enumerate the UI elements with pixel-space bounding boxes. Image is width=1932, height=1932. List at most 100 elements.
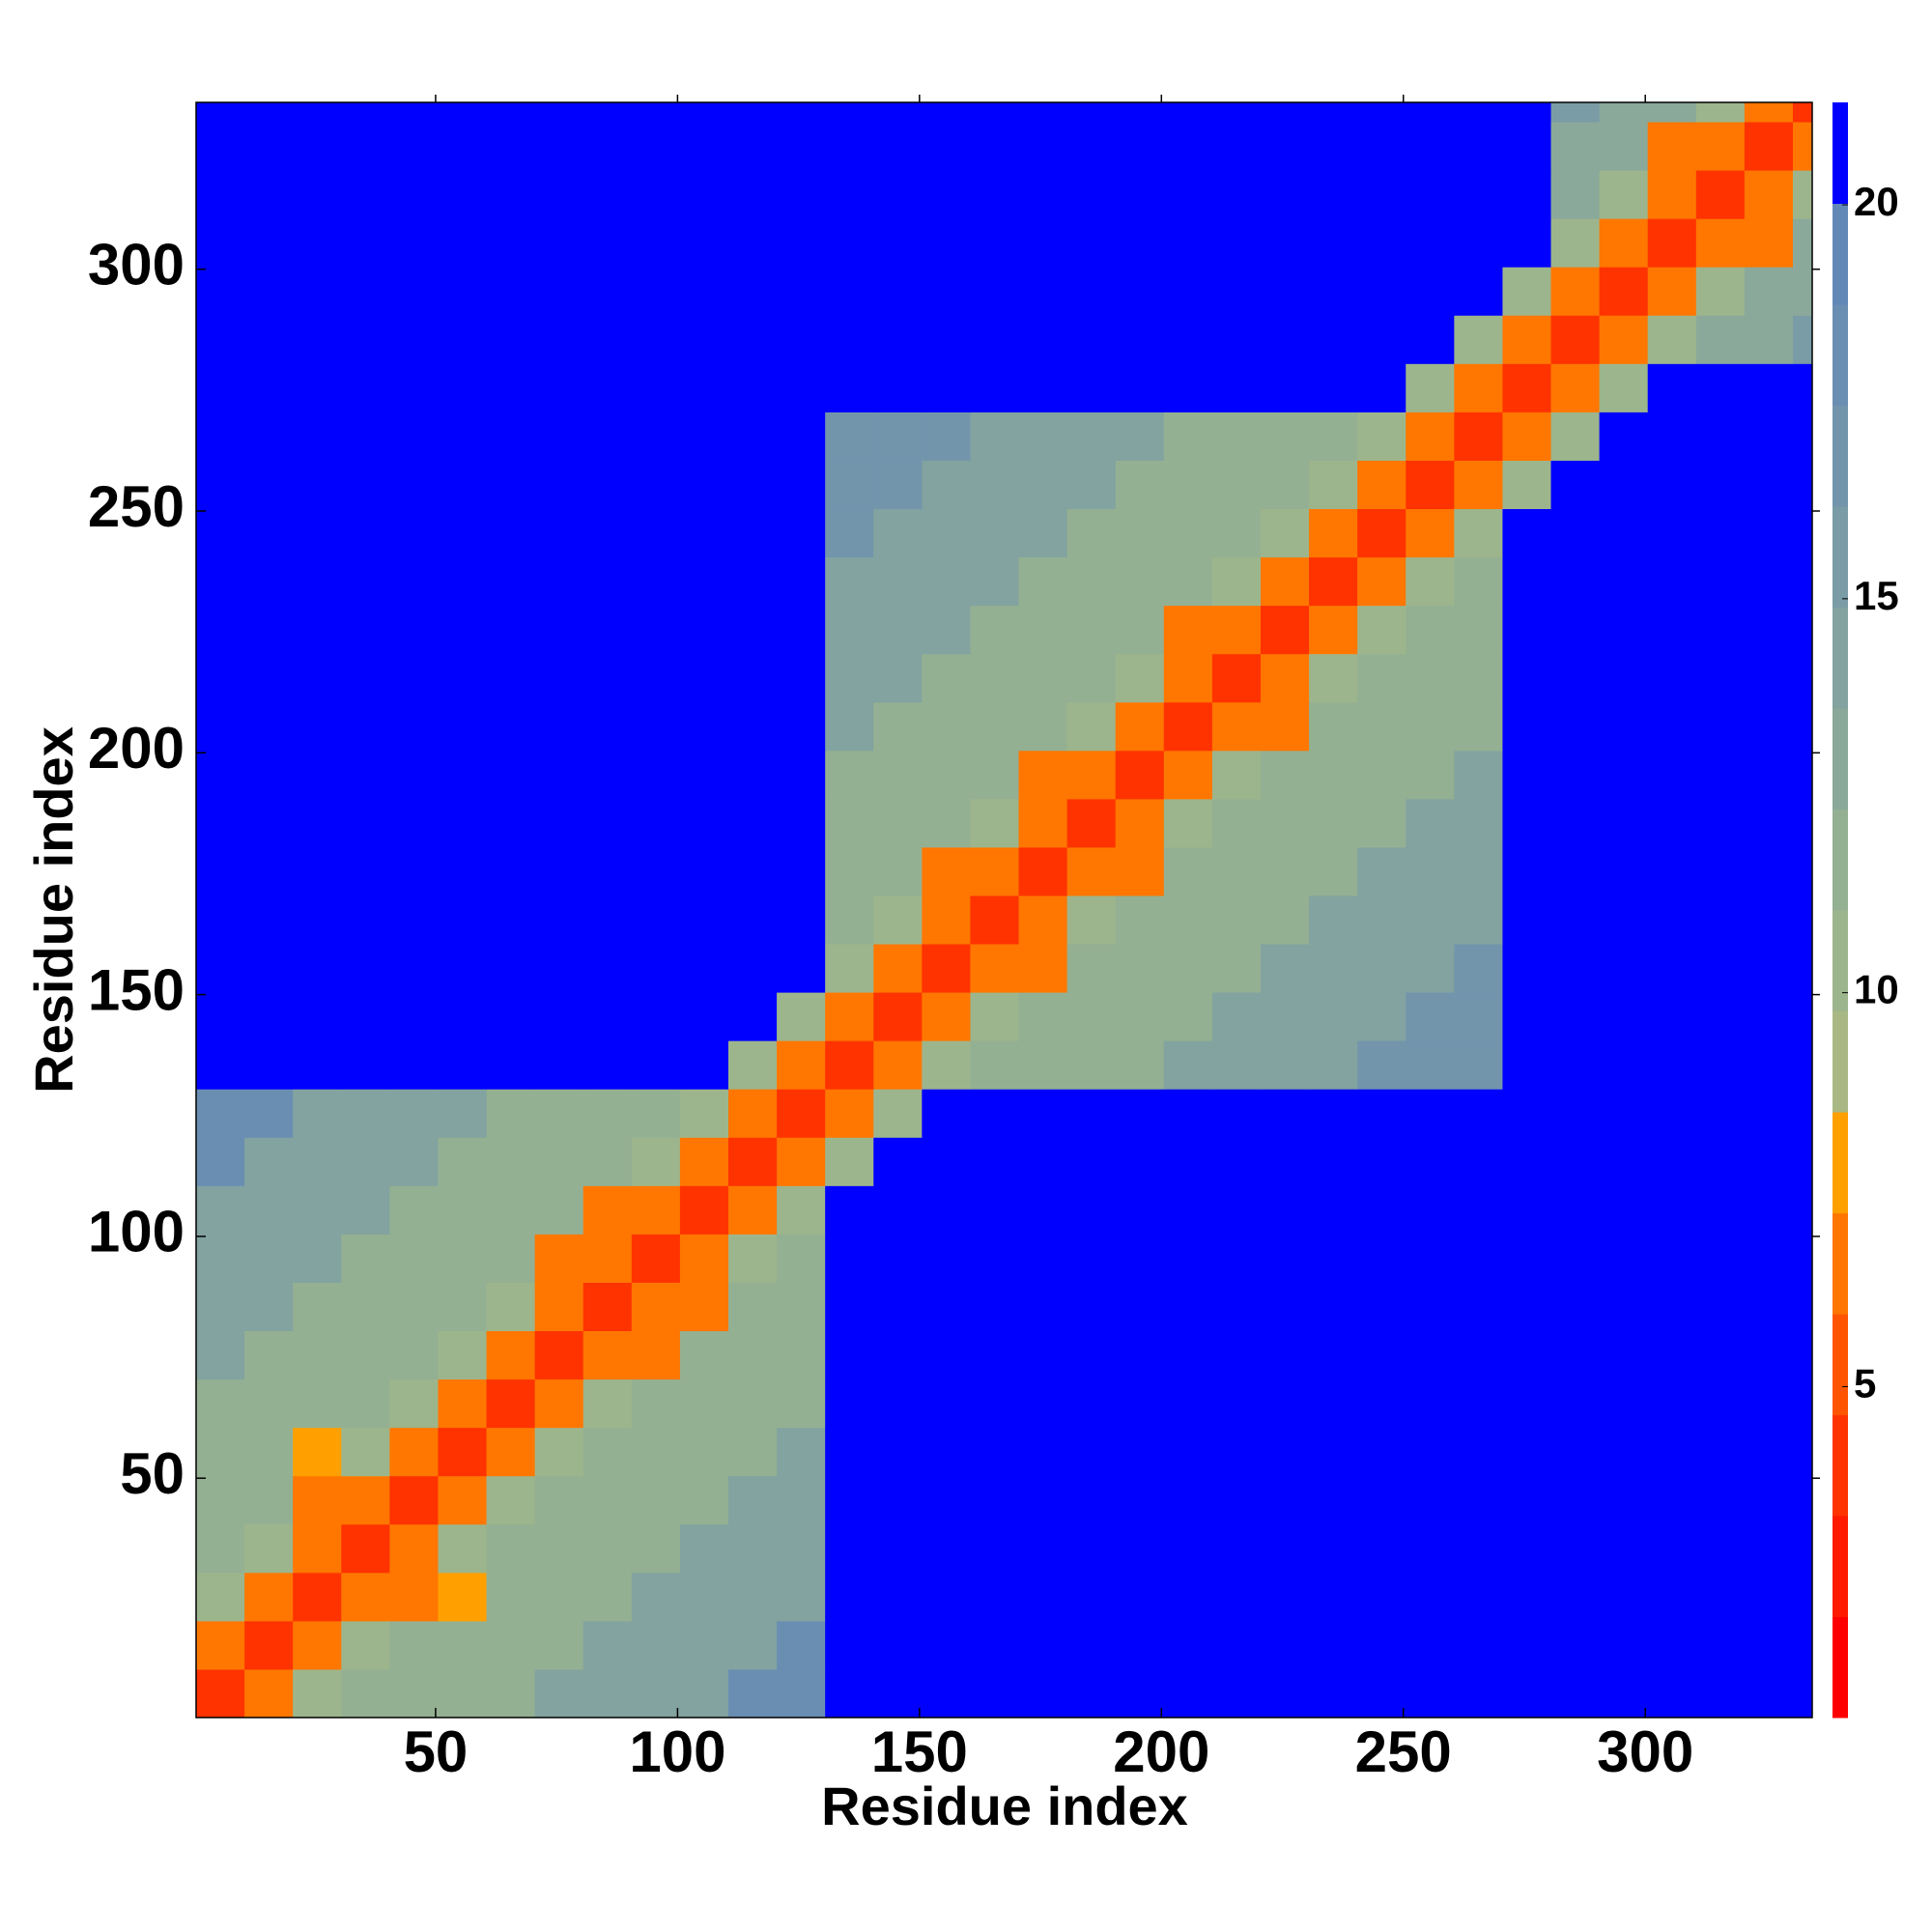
heatmap-cell — [244, 1523, 294, 1574]
heatmap-cell — [1066, 605, 1117, 655]
heatmap-cell — [1309, 102, 1358, 123]
heatmap-cell — [582, 363, 633, 412]
heatmap-cell — [244, 1668, 294, 1719]
heatmap-cell — [244, 1137, 294, 1186]
heatmap-cell — [341, 218, 390, 268]
heatmap-cell — [679, 1089, 729, 1138]
heatmap-cell — [486, 1378, 536, 1429]
heatmap-cell — [1695, 556, 1746, 607]
heatmap-cell — [922, 508, 971, 558]
heatmap-cell — [438, 1234, 488, 1283]
heatmap-cell — [293, 218, 342, 268]
heatmap-cell — [873, 605, 923, 655]
heatmap-cell — [1744, 218, 1794, 268]
heatmap-cell — [825, 363, 874, 412]
heatmap-cell — [1454, 1089, 1503, 1138]
heatmap-cell — [1260, 363, 1310, 412]
heatmap-cell — [1647, 1620, 1697, 1670]
heatmap-cell — [1211, 701, 1262, 752]
heatmap-cell — [293, 556, 342, 607]
colorbar-band — [1833, 1516, 1848, 1617]
heatmap-cell — [1163, 1040, 1213, 1090]
heatmap-cell — [1695, 1330, 1746, 1380]
heatmap-cell — [1115, 944, 1165, 993]
heatmap-cell — [777, 750, 826, 800]
heatmap-cell — [1211, 102, 1262, 123]
heatmap-cell — [486, 1523, 536, 1574]
heatmap-cell — [1502, 122, 1552, 171]
heatmap-cell — [293, 1040, 342, 1090]
heatmap-cell — [777, 1427, 826, 1477]
heatmap-cell — [293, 1330, 342, 1380]
heatmap-cell — [582, 1330, 633, 1380]
heatmap-cell — [1163, 460, 1213, 510]
heatmap-cell — [970, 1620, 1020, 1670]
heatmap-cell — [1406, 1572, 1455, 1622]
heatmap-cell — [196, 944, 245, 993]
heatmap-cell — [922, 122, 971, 171]
heatmap-cell — [970, 750, 1020, 800]
heatmap-cell — [244, 267, 294, 316]
heatmap-cell — [534, 267, 584, 316]
heatmap-cell — [873, 1378, 923, 1429]
heatmap-cell — [679, 412, 729, 461]
heatmap-cell — [196, 460, 245, 510]
y-axis-label: Residue index — [23, 726, 84, 1094]
heatmap-cell — [1018, 798, 1068, 848]
heatmap-cell — [244, 122, 294, 171]
heatmap-cell — [1792, 1234, 1813, 1283]
heatmap-cell — [873, 701, 923, 752]
heatmap-cell — [1695, 460, 1746, 510]
heatmap-cell — [727, 605, 778, 655]
heatmap-cell — [679, 315, 729, 364]
heatmap-cell — [825, 1475, 874, 1525]
y-tick-label: 50 — [120, 1441, 185, 1506]
heatmap-cell — [1406, 944, 1455, 993]
heatmap-cell — [1454, 1620, 1503, 1670]
heatmap-cell — [1163, 363, 1213, 412]
heatmap-cell — [1163, 1523, 1213, 1574]
heatmap-cell — [438, 1040, 488, 1090]
heatmap-cell — [970, 102, 1020, 123]
heatmap-cell — [341, 798, 390, 848]
heatmap-cell — [1211, 1040, 1262, 1090]
heatmap-cell — [1066, 1282, 1117, 1332]
heatmap-cell — [1744, 1040, 1794, 1090]
heatmap-cell — [922, 412, 971, 461]
heatmap-cell — [1260, 1282, 1310, 1332]
heatmap-cell — [631, 701, 681, 752]
heatmap-cell — [873, 1234, 923, 1283]
heatmap-cell — [727, 1330, 778, 1380]
heatmap-cell — [1211, 1475, 1262, 1525]
heatmap-cell — [1599, 363, 1649, 412]
heatmap-cell — [1260, 1572, 1310, 1622]
heatmap-cell — [534, 1234, 584, 1283]
heatmap-cell — [1163, 895, 1213, 945]
heatmap-cell — [486, 701, 536, 752]
heatmap-cell — [1163, 508, 1213, 558]
heatmap-cell — [438, 1427, 488, 1477]
heatmap-cell — [1115, 508, 1165, 558]
heatmap-cell — [1454, 653, 1503, 703]
heatmap-cell — [389, 1668, 439, 1719]
heatmap-cell — [1115, 701, 1165, 752]
heatmap-cell — [1260, 1185, 1310, 1235]
heatmap-cell — [1454, 412, 1503, 461]
heatmap-cell — [582, 895, 633, 945]
heatmap-cell — [1018, 895, 1068, 945]
heatmap-cell — [922, 460, 971, 510]
heatmap-cell — [1260, 1475, 1310, 1525]
heatmap-cell — [389, 218, 439, 268]
heatmap-cell — [1066, 1475, 1117, 1525]
heatmap-cell — [873, 1185, 923, 1235]
heatmap-cell — [1115, 605, 1165, 655]
heatmap-cell — [1502, 1040, 1552, 1090]
heatmap-cell — [873, 508, 923, 558]
heatmap-cell — [1744, 267, 1794, 316]
heatmap-cell — [1406, 1234, 1455, 1283]
heatmap-cell — [293, 605, 342, 655]
heatmap-cell — [582, 508, 633, 558]
heatmap-cell — [341, 1137, 390, 1186]
heatmap-cell — [293, 992, 342, 1041]
heatmap-cell — [679, 218, 729, 268]
